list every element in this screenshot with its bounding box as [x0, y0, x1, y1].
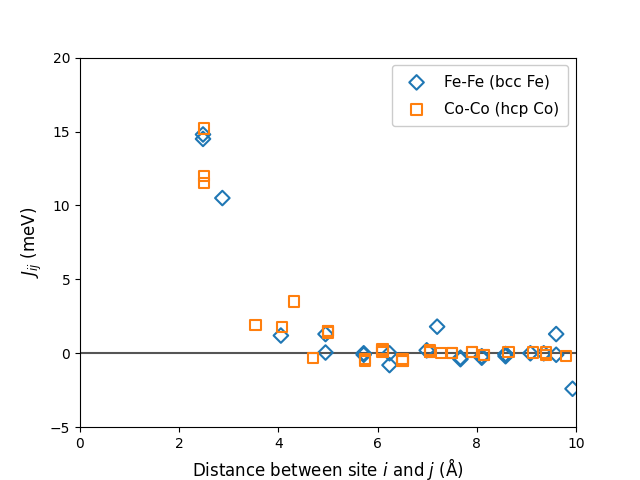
Co-Co (hcp Co)	[424, 348, 435, 356]
Fe-Fe (bcc Fe)	[321, 330, 331, 338]
X-axis label: Distance between site $i$ and $j$ (Å): Distance between site $i$ and $j$ (Å)	[192, 456, 464, 480]
Co-Co (hcp Co)	[541, 351, 552, 359]
Co-Co (hcp Co)	[289, 298, 300, 305]
Fe-Fe (bcc Fe)	[358, 351, 369, 359]
Fe-Fe (bcc Fe)	[551, 351, 561, 359]
Co-Co (hcp Co)	[424, 347, 435, 354]
Fe-Fe (bcc Fe)	[385, 361, 395, 369]
Co-Co (hcp Co)	[467, 348, 477, 356]
Co-Co (hcp Co)	[424, 348, 435, 356]
Co-Co (hcp Co)	[397, 355, 408, 363]
Legend: Fe-Fe (bcc Fe), Co-Co (hcp Co): Fe-Fe (bcc Fe), Co-Co (hcp Co)	[392, 65, 568, 126]
Fe-Fe (bcc Fe)	[551, 330, 561, 338]
Co-Co (hcp Co)	[250, 321, 260, 329]
Fe-Fe (bcc Fe)	[477, 352, 487, 360]
Co-Co (hcp Co)	[479, 351, 489, 359]
Fe-Fe (bcc Fe)	[500, 352, 511, 360]
Co-Co (hcp Co)	[323, 327, 333, 335]
Fe-Fe (bcc Fe)	[385, 349, 395, 357]
Fe-Fe (bcc Fe)	[432, 323, 442, 331]
Co-Co (hcp Co)	[561, 352, 572, 360]
Co-Co (hcp Co)	[479, 351, 489, 359]
Co-Co (hcp Co)	[199, 180, 209, 187]
Co-Co (hcp Co)	[323, 329, 333, 336]
Y-axis label: $J_{ij}$ (meV): $J_{ij}$ (meV)	[20, 207, 44, 278]
Co-Co (hcp Co)	[378, 345, 388, 353]
Co-Co (hcp Co)	[308, 354, 318, 361]
Fe-Fe (bcc Fe)	[539, 349, 549, 357]
Co-Co (hcp Co)	[323, 327, 333, 335]
Co-Co (hcp Co)	[447, 349, 457, 357]
Co-Co (hcp Co)	[378, 348, 388, 356]
Fe-Fe (bcc Fe)	[455, 355, 465, 363]
Co-Co (hcp Co)	[360, 355, 370, 363]
Co-Co (hcp Co)	[447, 349, 457, 357]
Co-Co (hcp Co)	[199, 125, 209, 132]
Fe-Fe (bcc Fe)	[455, 354, 465, 361]
Co-Co (hcp Co)	[378, 347, 388, 354]
Fe-Fe (bcc Fe)	[217, 194, 227, 202]
Co-Co (hcp Co)	[397, 357, 408, 364]
Co-Co (hcp Co)	[528, 348, 538, 356]
Co-Co (hcp Co)	[397, 357, 408, 364]
Fe-Fe (bcc Fe)	[198, 131, 208, 138]
Co-Co (hcp Co)	[436, 349, 446, 357]
Fe-Fe (bcc Fe)	[422, 347, 432, 354]
Fe-Fe (bcc Fe)	[568, 385, 578, 393]
Co-Co (hcp Co)	[541, 348, 552, 356]
Fe-Fe (bcc Fe)	[198, 135, 208, 143]
Fe-Fe (bcc Fe)	[500, 350, 511, 358]
Co-Co (hcp Co)	[504, 348, 514, 356]
Fe-Fe (bcc Fe)	[525, 349, 536, 357]
Fe-Fe (bcc Fe)	[477, 354, 487, 361]
Fe-Fe (bcc Fe)	[321, 348, 331, 356]
Co-Co (hcp Co)	[276, 323, 287, 331]
Co-Co (hcp Co)	[467, 348, 477, 356]
Co-Co (hcp Co)	[199, 172, 209, 180]
Fe-Fe (bcc Fe)	[500, 351, 511, 359]
Fe-Fe (bcc Fe)	[276, 332, 286, 339]
Co-Co (hcp Co)	[360, 357, 370, 364]
Fe-Fe (bcc Fe)	[358, 349, 369, 357]
